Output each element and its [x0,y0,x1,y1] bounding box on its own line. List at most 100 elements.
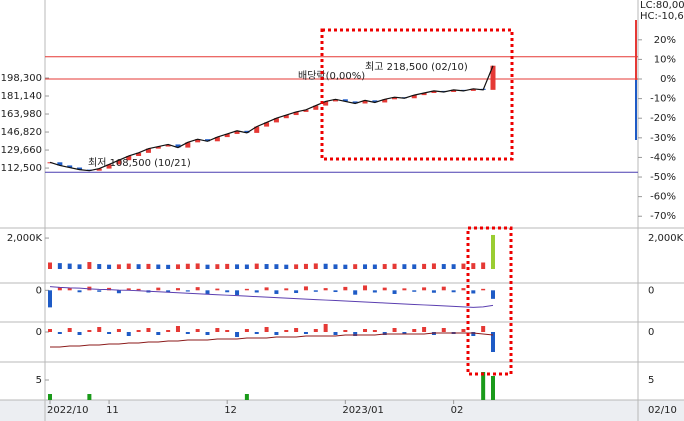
bar [264,287,269,291]
candle [77,167,83,170]
x-tick-label: 12 [224,405,237,416]
bar [363,264,368,269]
bar [353,290,358,295]
y-tick-label: 146,820 [1,127,42,138]
bar [67,263,72,269]
y-tick-label: 163,980 [1,109,42,120]
candle [175,144,181,148]
y-tick-label: 2,000K [7,233,43,244]
candle [136,152,142,156]
bar [57,332,62,334]
y-tick-label: 5 [36,375,42,386]
x-axis-strip [0,400,684,421]
candle [342,99,348,102]
bar [97,290,102,292]
candle [116,160,122,165]
bar [205,264,210,269]
y-tick-label: 112,500 [1,163,42,174]
bar [303,286,308,291]
bar [284,330,289,332]
bar [205,290,210,295]
candle [323,101,329,106]
bar [461,263,466,269]
bar [372,290,377,293]
corner-label: HC:-10,6 [640,11,684,22]
candle [421,93,427,96]
candle [470,88,476,91]
candle [293,111,299,116]
indicator-line [50,332,494,348]
bar [185,332,190,334]
bar [48,329,52,332]
bar [195,263,200,269]
bar [422,263,427,269]
y2-tick-label: -40% [650,152,676,163]
y2-tick-label: 0% [660,74,676,85]
bar [107,264,112,269]
bar [491,234,495,269]
corner-label: LC:80,00 [640,0,684,11]
bar [363,285,368,291]
bar [166,330,171,332]
y2-tick-label: -10% [650,94,676,105]
bar [422,327,427,332]
highlight-box [466,226,513,376]
bar [382,287,387,291]
y-tick-label: 129,660 [1,145,42,156]
bar [412,264,417,269]
bar [303,263,308,269]
annotation: 배당락(0,00%) [298,70,365,82]
y2-tick-label: 10% [654,54,676,65]
bar [372,264,377,269]
y-tick-label: 0 [36,285,42,296]
bar [244,394,249,400]
bar [116,329,121,332]
bar [461,329,466,332]
candle [313,105,319,110]
bar [48,290,52,308]
candle [195,139,201,143]
bar [166,264,171,269]
bar [146,328,151,332]
candle [165,144,171,147]
bar [353,264,358,269]
y2-tick-label: 0 [648,327,654,338]
bar [481,288,486,291]
y-tick-label: 181,140 [1,91,42,102]
candle [352,101,358,104]
candle [332,99,338,102]
bar [392,290,397,294]
bar [471,263,476,269]
bar [175,288,180,291]
bar [323,324,328,332]
bar [126,263,131,269]
y-tick-label: 198,300 [1,73,42,84]
bar [264,264,269,269]
candle [224,133,230,138]
candle [273,118,279,123]
bar [313,329,318,332]
candle [490,65,496,90]
bar [126,332,131,336]
candle [451,89,457,92]
x-tick-label: 2022/10 [47,405,89,416]
y-tick-label: 0 [36,327,42,338]
bar [116,290,121,294]
bar [402,288,407,291]
candle [244,130,250,133]
bar [412,329,417,332]
annotation: 최고 218,500 (02/10) [365,61,468,73]
bar [175,264,180,269]
y2-tick-label: 0 [648,285,654,296]
bar [491,376,495,400]
bar [451,264,456,269]
y2-tick-label: 20% [654,35,676,46]
candle [303,109,309,112]
bar [491,332,495,352]
bar [481,262,486,269]
bar [156,332,161,335]
bar [235,332,240,337]
bar [97,327,102,332]
bar [471,332,476,336]
